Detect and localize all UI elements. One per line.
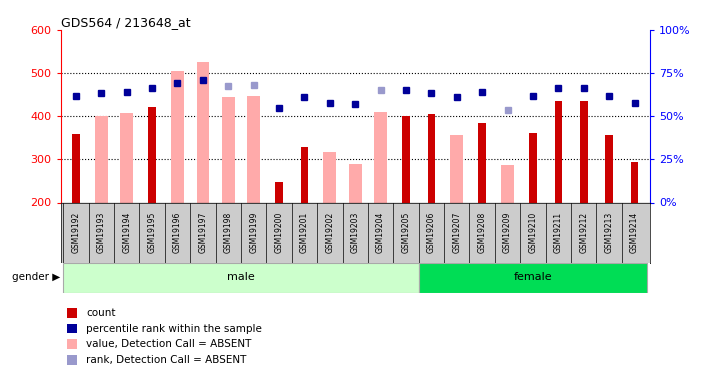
Text: GDS564 / 213648_at: GDS564 / 213648_at (61, 16, 191, 29)
Bar (66, 339, 77, 349)
Bar (121, 113, 133, 202)
Bar (247, 96, 260, 202)
Text: GSM19194: GSM19194 (122, 211, 131, 253)
Text: value, Detection Call = ABSENT: value, Detection Call = ABSENT (86, 339, 251, 349)
Bar (374, 112, 387, 202)
Text: GSM19208: GSM19208 (478, 211, 487, 253)
Bar (349, 164, 361, 202)
Text: GSM19202: GSM19202 (326, 211, 334, 253)
Text: count: count (86, 308, 116, 318)
Bar (529, 133, 537, 202)
Bar (555, 101, 562, 202)
Bar (451, 135, 463, 202)
Text: GSM19192: GSM19192 (71, 211, 81, 253)
Text: GSM19195: GSM19195 (148, 211, 156, 253)
Text: GSM19207: GSM19207 (452, 211, 461, 253)
Text: GSM19203: GSM19203 (351, 211, 360, 253)
Text: GSM19212: GSM19212 (579, 211, 588, 253)
Bar (478, 123, 486, 202)
Text: GSM19213: GSM19213 (605, 211, 613, 253)
Text: GSM19211: GSM19211 (554, 211, 563, 253)
Text: GSM19204: GSM19204 (376, 211, 385, 253)
Bar (95, 116, 108, 202)
Text: GSM19198: GSM19198 (223, 211, 233, 253)
Bar (149, 107, 156, 202)
Bar (301, 147, 308, 202)
Bar (501, 165, 514, 202)
Text: GSM19209: GSM19209 (503, 211, 512, 253)
Bar (196, 62, 209, 202)
Bar (275, 182, 283, 203)
Text: percentile rank within the sample: percentile rank within the sample (86, 324, 262, 333)
Text: GSM19193: GSM19193 (97, 211, 106, 253)
Text: GSM19199: GSM19199 (249, 211, 258, 253)
Bar (428, 114, 436, 202)
Bar (222, 97, 235, 202)
Text: male: male (227, 273, 255, 282)
Text: female: female (513, 273, 552, 282)
Text: GSM19201: GSM19201 (300, 211, 309, 253)
Text: gender ▶: gender ▶ (11, 273, 60, 282)
Text: GSM19196: GSM19196 (173, 211, 182, 253)
Bar (66, 308, 77, 318)
Text: GSM19206: GSM19206 (427, 211, 436, 253)
Bar (323, 153, 336, 203)
Text: rank, Detection Call = ABSENT: rank, Detection Call = ABSENT (86, 355, 246, 365)
Bar (171, 71, 183, 202)
Bar (580, 101, 588, 202)
Bar (630, 162, 638, 202)
Text: GSM19205: GSM19205 (401, 211, 411, 253)
Text: GSM19197: GSM19197 (198, 211, 207, 253)
Bar (66, 324, 77, 333)
Text: GSM19214: GSM19214 (630, 211, 639, 253)
Bar (64, 262, 418, 292)
Text: GSM19200: GSM19200 (275, 211, 283, 253)
Text: GSM19210: GSM19210 (528, 211, 538, 253)
Bar (605, 135, 613, 202)
Bar (72, 134, 80, 202)
Bar (66, 355, 77, 365)
Bar (418, 262, 647, 292)
Bar (402, 116, 410, 202)
